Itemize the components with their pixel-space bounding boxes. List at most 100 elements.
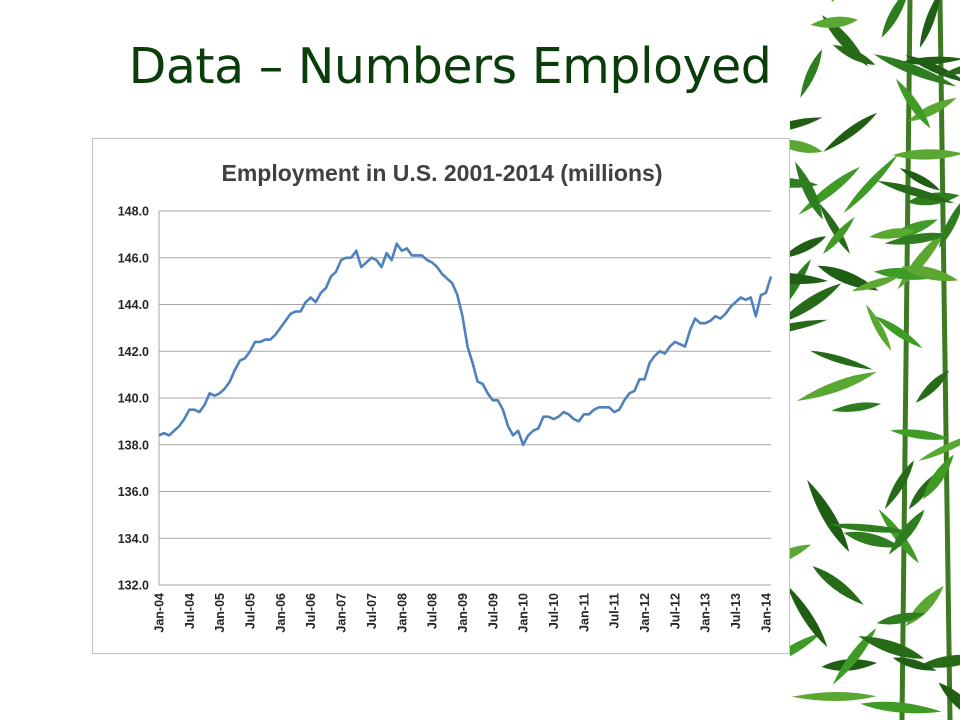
bamboo-leaf xyxy=(810,350,873,370)
bamboo-leaf xyxy=(892,149,960,160)
x-tick-label: Jan-12 xyxy=(638,593,652,633)
bamboo-leaf xyxy=(832,628,877,685)
bamboo-leaf xyxy=(869,228,916,239)
bamboo-leaf xyxy=(810,16,858,28)
bamboo-leaf xyxy=(791,691,877,702)
bamboo-leaves-icon xyxy=(790,0,960,720)
y-axis-labels: 148.0 146.0 144.0 142.0 140.0 138.0 136.0 134.0… xyxy=(118,205,149,593)
bamboo-leaf xyxy=(899,168,940,191)
bamboo-leaf xyxy=(875,316,923,349)
bamboo-leaf xyxy=(900,56,960,65)
bamboo-leaf xyxy=(790,259,811,320)
y-tick-label: 132.0 xyxy=(118,579,149,593)
x-tick-label: Jul-07 xyxy=(365,593,379,629)
bamboo-leaf xyxy=(918,431,960,461)
bamboo-stalk xyxy=(899,0,913,720)
bamboo-leaf xyxy=(790,272,828,285)
bamboo-leaf xyxy=(790,584,828,648)
bamboo-leaf xyxy=(919,654,960,668)
x-tick-label: Jul-11 xyxy=(608,593,622,628)
bamboo-leaf xyxy=(817,265,879,291)
employment-series-line xyxy=(158,242,773,447)
bamboo-leaf xyxy=(884,460,914,510)
x-tick-label: Jul-13 xyxy=(729,593,743,629)
bamboo-leaf xyxy=(851,276,899,292)
bamboo-leaf xyxy=(876,612,926,625)
x-tick-label: Jul-05 xyxy=(244,593,258,629)
bamboo-leaf xyxy=(919,0,942,48)
bamboo-leaf xyxy=(790,544,812,570)
slide-title: Data – Numbers Employed xyxy=(128,38,772,95)
bamboo-leaf xyxy=(790,283,842,325)
x-tick-label: Jul-06 xyxy=(304,593,318,629)
bamboo-leaf xyxy=(905,586,944,627)
bamboo-leaf xyxy=(790,117,823,134)
x-tick-label: Jul-04 xyxy=(183,593,197,629)
bamboo-leaf xyxy=(796,371,877,401)
x-tick-label: Jan-10 xyxy=(517,593,531,633)
bamboo-leaf xyxy=(819,203,850,254)
x-tick-label: Jan-09 xyxy=(456,593,470,633)
bamboo-leaf xyxy=(895,78,931,129)
y-tick-label: 134.0 xyxy=(118,532,149,546)
y-tick-label: 142.0 xyxy=(118,345,149,359)
bamboo-leaf xyxy=(800,49,822,98)
chart-title: Employment in U.S. 2001-2014 (millions) xyxy=(222,160,663,186)
employment-line-chart: Employment in U.S. 2001-2014 (millions) … xyxy=(118,160,774,633)
bamboo-leaf xyxy=(866,304,892,351)
x-tick-label: Jan-11 xyxy=(577,593,591,632)
bamboo-leaf xyxy=(901,265,959,282)
bamboo-leaf xyxy=(807,479,850,552)
bamboo-leaf xyxy=(881,0,910,38)
y-tick-label: 140.0 xyxy=(118,392,149,406)
bamboo-leaf xyxy=(860,701,942,714)
x-tick-label: Jan-06 xyxy=(274,593,288,633)
bamboo-leaf xyxy=(821,15,869,67)
bamboo-leaf xyxy=(938,198,960,248)
bamboo-leaf xyxy=(858,636,925,659)
bamboo-leaf xyxy=(892,657,937,671)
bamboo-leaf xyxy=(884,232,949,245)
bamboo-leaf xyxy=(823,112,878,152)
bamboo-leaf xyxy=(790,319,828,338)
y-tick-label: 148.0 xyxy=(118,205,149,219)
bamboo-leaf xyxy=(790,0,835,3)
y-tick-label: 146.0 xyxy=(118,251,149,265)
bamboo-leaf xyxy=(790,236,827,259)
bamboo-leaf xyxy=(873,54,957,87)
y-tick-label: 136.0 xyxy=(118,485,149,499)
bamboo-leaf xyxy=(812,566,864,605)
series-layer xyxy=(158,242,773,447)
bamboo-leaf xyxy=(923,454,954,499)
x-tick-label: Jan-04 xyxy=(153,593,167,633)
y-tick-label: 138.0 xyxy=(118,438,149,452)
bamboo-leaf xyxy=(831,402,882,412)
y-tick-label: 144.0 xyxy=(118,298,149,312)
bamboo-leaf xyxy=(938,682,960,720)
bamboo-leaf xyxy=(828,523,912,533)
chart-frame: Employment in U.S. 2001-2014 (millions) … xyxy=(92,138,790,654)
bamboo-leaf xyxy=(823,216,855,254)
bamboo-leaf xyxy=(790,632,822,669)
bamboo-leaf xyxy=(940,58,960,76)
x-tick-label: Jul-10 xyxy=(547,593,561,629)
bamboo-leaf xyxy=(843,154,899,214)
bamboo-leaf xyxy=(888,509,925,555)
x-tick-label: Jan-13 xyxy=(699,593,713,633)
x-tick-label: Jan-07 xyxy=(335,593,349,633)
x-tick-label: Jul-08 xyxy=(426,593,440,629)
bamboo-leaf xyxy=(795,161,823,220)
bamboo-leaf xyxy=(915,370,950,403)
x-tick-label: Jan-08 xyxy=(395,593,409,633)
bamboo-stalk xyxy=(937,0,953,720)
x-tick-label: Jan-14 xyxy=(759,593,773,633)
bamboo-leaf xyxy=(877,181,955,204)
bamboo-leaf xyxy=(790,177,819,188)
bamboo-leaf xyxy=(790,139,823,153)
x-axis-labels: Jan-04 Jul-04 Jan-05 Jul-05 Jan-06 Jul-06 Jan-… xyxy=(153,593,774,633)
x-tick-label: Jan-05 xyxy=(213,593,227,633)
grid-layer xyxy=(158,210,771,586)
bamboo-leaf xyxy=(889,429,950,440)
x-tick-label: Jul-09 xyxy=(486,593,500,629)
bamboo-leaf xyxy=(843,531,901,548)
